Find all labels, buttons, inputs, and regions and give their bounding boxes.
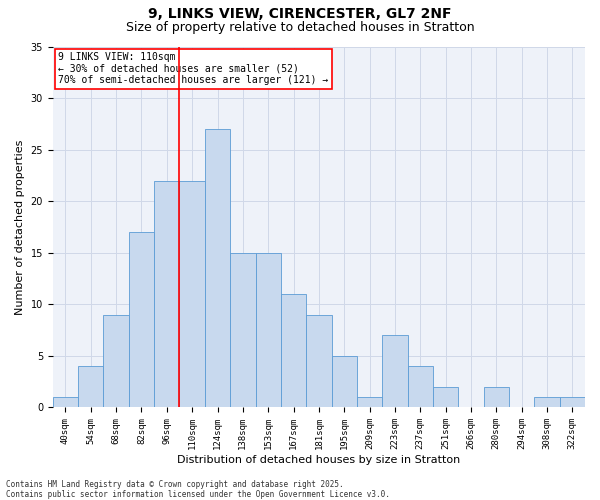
- Text: 9 LINKS VIEW: 110sqm
← 30% of detached houses are smaller (52)
70% of semi-detac: 9 LINKS VIEW: 110sqm ← 30% of detached h…: [58, 52, 328, 85]
- Bar: [535, 397, 560, 407]
- Bar: [306, 314, 332, 408]
- Bar: [256, 253, 281, 408]
- Bar: [433, 387, 458, 407]
- Bar: [281, 294, 306, 408]
- Bar: [407, 366, 433, 408]
- Bar: [103, 314, 129, 408]
- Bar: [332, 356, 357, 408]
- Bar: [78, 366, 103, 408]
- Y-axis label: Number of detached properties: Number of detached properties: [15, 140, 25, 314]
- Bar: [382, 336, 407, 407]
- Text: Contains HM Land Registry data © Crown copyright and database right 2025.
Contai: Contains HM Land Registry data © Crown c…: [6, 480, 390, 499]
- Bar: [484, 387, 509, 407]
- Bar: [53, 397, 78, 407]
- Bar: [205, 129, 230, 407]
- Bar: [179, 180, 205, 408]
- Text: 9, LINKS VIEW, CIRENCESTER, GL7 2NF: 9, LINKS VIEW, CIRENCESTER, GL7 2NF: [148, 8, 452, 22]
- Bar: [129, 232, 154, 408]
- Bar: [560, 397, 585, 407]
- Bar: [154, 180, 179, 408]
- Bar: [230, 253, 256, 408]
- Bar: [357, 397, 382, 407]
- X-axis label: Distribution of detached houses by size in Stratton: Distribution of detached houses by size …: [177, 455, 461, 465]
- Text: Size of property relative to detached houses in Stratton: Size of property relative to detached ho…: [125, 21, 475, 34]
